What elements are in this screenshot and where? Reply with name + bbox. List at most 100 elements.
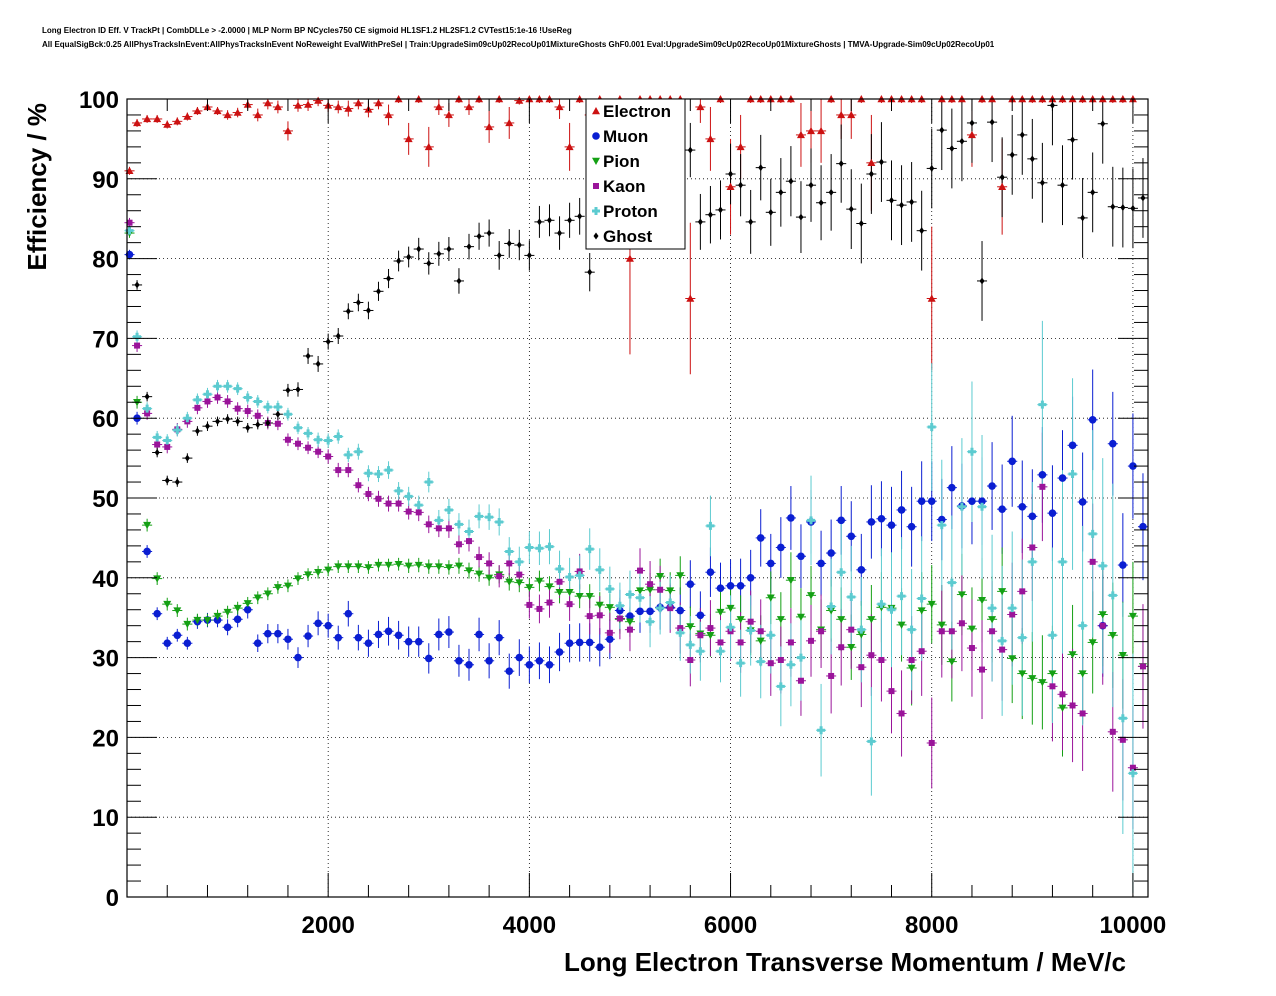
muon-point [555,648,564,656]
ghost-point [466,243,472,251]
kaon-point [1079,710,1086,717]
muon-point [424,654,433,663]
ghost-point [808,181,814,189]
kaon-point [164,443,171,450]
ghost-point [1110,203,1116,211]
muon-point [465,660,473,669]
muon-point [505,667,514,675]
electron-point [334,102,343,111]
ghost-point [1019,131,1025,139]
pion-point [625,618,634,626]
proton-point [125,226,134,235]
electron-point [847,110,856,119]
muon-point [125,250,134,259]
pion-point [364,564,373,572]
proton-point [444,505,453,514]
proton-point [1108,591,1117,600]
pion-point [676,572,685,580]
kaon-point [898,710,905,717]
ghost-point [426,259,432,267]
muon-point [243,605,252,614]
electron-point [273,102,282,111]
proton-point [746,626,755,635]
ghost-point [798,213,804,221]
proton-point [143,404,152,413]
ghost-point [838,160,844,168]
proton-point [837,568,846,577]
electron-point [796,130,805,139]
ghost-point [365,306,371,314]
muon-point [294,653,302,662]
proton-point [565,573,574,582]
ghost-point [738,181,744,189]
pion-point [1028,675,1037,683]
pion-point [434,563,443,571]
pion-point [766,594,775,602]
ghost-point [587,268,593,276]
ghost-point [355,298,361,306]
kaon-point [325,453,332,460]
ghost-point [526,251,532,259]
pion-point [807,592,816,600]
muon-point [253,639,262,648]
proton-point [374,470,383,479]
proton-point [877,600,886,609]
proton-point [545,542,554,551]
ghost-point [1080,214,1086,222]
proton-point [203,390,212,399]
ghost-point [687,146,693,154]
legend-label-kaon: Kaon [603,177,646,196]
proton-point [988,604,997,613]
ghost-point [748,218,754,226]
pion-point [1128,612,1137,621]
kaon-point [1019,588,1026,595]
proton-point [967,447,976,456]
pion-point [605,604,614,612]
pion-point [646,586,655,594]
kaon-point [516,571,523,578]
ghost-point [335,332,341,340]
pion-point [706,632,715,640]
electron-point [726,182,735,190]
muon-point [968,497,976,505]
y-tick-label: 80 [92,247,119,274]
ghost-point [295,385,301,393]
header-line-1: Long Electron ID Eff. V TrackPt | CombDL… [42,26,572,35]
proton-point [485,513,494,522]
ghost-point [989,118,995,126]
kaon-point [1089,558,1096,565]
legend-box [585,98,686,250]
muon-point [364,639,373,648]
y-tick-label: 0 [106,885,119,912]
proton-point [786,660,795,669]
kaon-point [405,508,412,515]
pion-point [736,616,745,624]
proton-point [515,557,524,566]
proton-point [766,631,775,640]
pion-point [998,588,1007,596]
proton-point [394,486,403,495]
proton-point [163,436,172,445]
proton-point [1088,529,1097,538]
pion-point [1078,670,1087,678]
pion-point [907,664,916,672]
electron-point [465,102,474,111]
muon-point [414,637,423,646]
kaon-point [295,440,302,447]
tick-labels: 2000 4000 6000 8000 10000 0 10 20 30 40 50 60 70 80 90… [79,87,1166,939]
ghost-point [476,232,482,240]
muon-point [877,514,886,523]
legend-label-ghost: Ghost [603,227,652,246]
proton-point [344,450,353,459]
y-tick-label: 50 [92,486,119,513]
electron-point [967,130,976,139]
muon-point [274,629,282,638]
kaon-point [395,500,402,507]
kaon-point [999,646,1006,653]
kaon-point [1119,736,1126,743]
ghost-point [154,449,160,457]
pion-point [837,616,846,624]
kaon-point [254,412,261,419]
muon-point [1108,439,1117,448]
pion-point [243,600,252,608]
